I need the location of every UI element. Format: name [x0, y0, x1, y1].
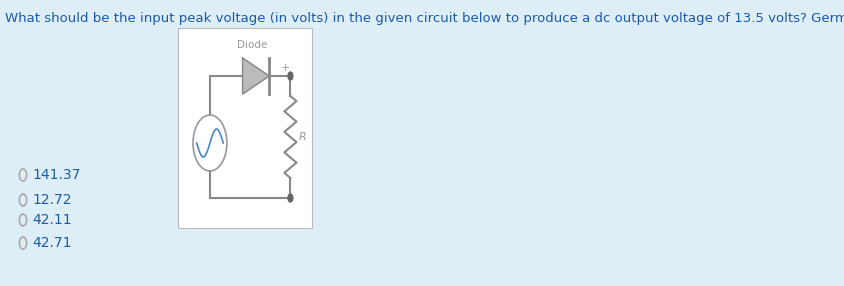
FancyBboxPatch shape [178, 28, 311, 228]
Text: 12.72: 12.72 [33, 193, 73, 207]
Circle shape [288, 72, 293, 80]
Text: 42.71: 42.71 [33, 236, 73, 250]
Circle shape [288, 194, 293, 202]
Text: +: + [281, 63, 290, 73]
Text: What should be the input peak voltage (in volts) in the given circuit below to p: What should be the input peak voltage (i… [5, 12, 844, 25]
Polygon shape [242, 58, 269, 94]
Text: 141.37: 141.37 [33, 168, 81, 182]
Text: Diode: Diode [237, 40, 268, 50]
Text: 42.11: 42.11 [33, 213, 73, 227]
Text: R: R [299, 132, 306, 142]
